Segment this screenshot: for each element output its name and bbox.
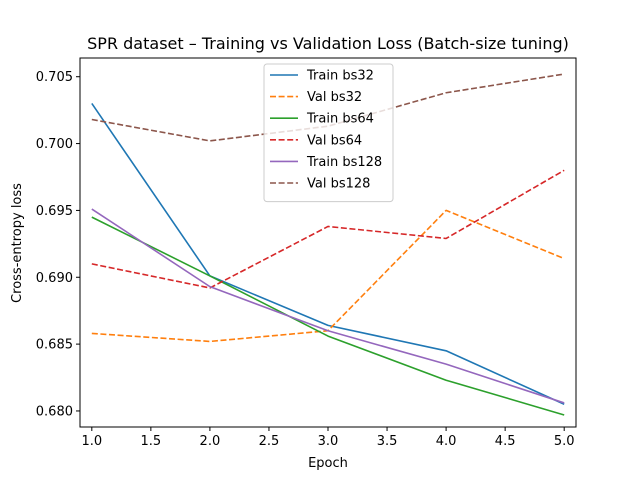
- x-tick-label: 2.0: [200, 434, 221, 449]
- legend-label: Train bs128: [306, 155, 382, 170]
- x-tick-label: 1.0: [81, 434, 102, 449]
- x-tick-label: 3.0: [318, 434, 339, 449]
- y-tick-label: 0.700: [36, 137, 73, 152]
- legend-label: Train bs32: [306, 69, 374, 84]
- y-tick-label: 0.680: [36, 404, 73, 419]
- x-tick-label: 1.5: [141, 434, 162, 449]
- series-line-train-bs128: [91, 208, 565, 404]
- x-tick-label: 2.5: [259, 434, 280, 449]
- y-tick-label: 0.685: [36, 338, 73, 353]
- x-tick-label: 4.5: [495, 434, 516, 449]
- series-line-train-bs64: [91, 216, 565, 416]
- x-tick-label: 4.0: [436, 434, 457, 449]
- x-tick-label: 5.0: [554, 434, 575, 449]
- legend-label: Val bs32: [307, 90, 362, 105]
- legend-label: Val bs64: [307, 133, 362, 148]
- y-tick-label: 0.690: [36, 271, 73, 286]
- legend-box: [263, 63, 394, 203]
- legend-label: Train bs64: [306, 112, 374, 127]
- y-tick-label: 0.695: [36, 204, 73, 219]
- series-layer: [91, 73, 565, 416]
- legend-label: Val bs128: [307, 177, 370, 192]
- x-tick-label: 3.5: [377, 434, 398, 449]
- series-line-train-bs32: [91, 103, 565, 405]
- axes-layer: 1.0 1.5 2.0 2.5 3.0 3.5 4.0 4.5 5.0 0.680 0.685 0.6…: [36, 57, 577, 449]
- x-axis-title: Epoch: [308, 456, 348, 471]
- chart-title: SPR dataset – Training vs Validation Los…: [87, 34, 569, 53]
- legend: Train bs32 Val bs32 Train bs64 Val bs64 Trai…: [263, 63, 394, 203]
- series-line-val-bs64: [91, 169, 565, 289]
- y-tick-label: 0.705: [36, 70, 73, 85]
- series-line-val-bs128: [91, 73, 565, 142]
- y-axis-title: Cross-entropy loss: [10, 183, 25, 303]
